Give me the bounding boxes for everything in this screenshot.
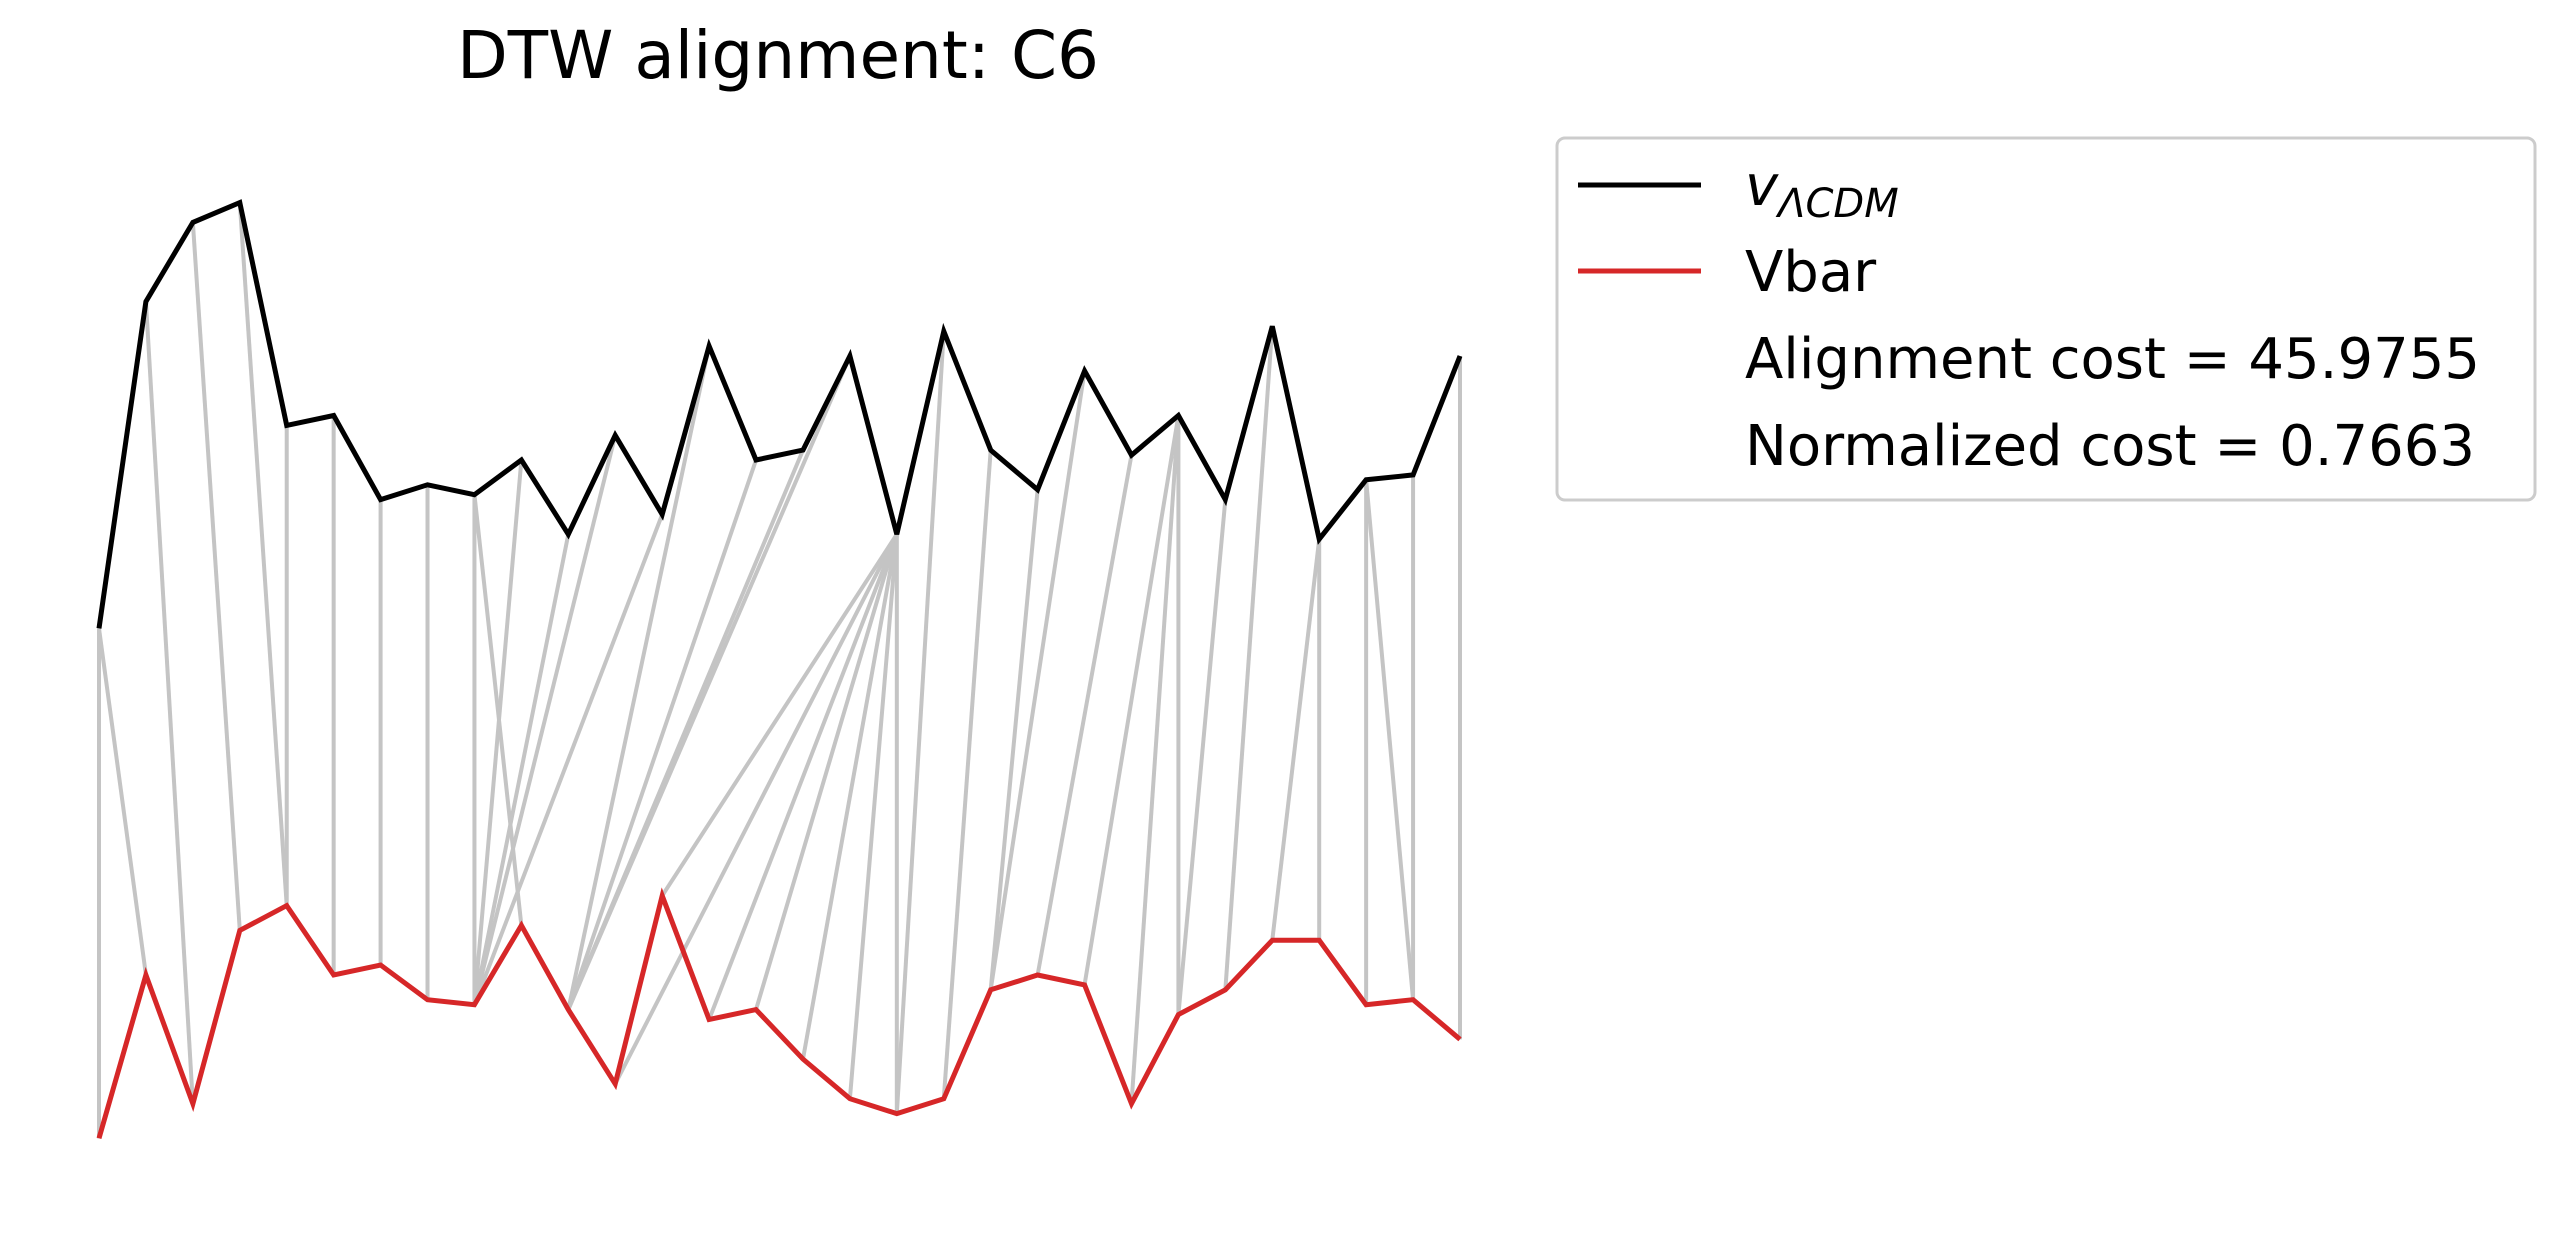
alignment-link (1176, 499, 1228, 1015)
alignment-link (660, 533, 899, 897)
legend-alignment-cost: Alignment cost = 45.9755 (1745, 327, 2480, 392)
legend: vΛCDM Vbar Alignment cost = 45.9755 Norm… (1555, 136, 2537, 502)
alignment-link (566, 345, 712, 1011)
alignment-link (566, 355, 852, 1011)
alignment-link (472, 434, 618, 1006)
series-line-v-lcdm (96, 199, 1463, 629)
alignment-link (988, 489, 1040, 990)
alignment-link (1270, 539, 1322, 941)
alignment-link (800, 533, 899, 1060)
alignment-link (1129, 415, 1181, 1104)
alignment-link (472, 533, 571, 1006)
alignment-link (472, 513, 665, 1006)
series-lines (96, 199, 1463, 1139)
legend-v-main: v (1745, 154, 1779, 219)
alignment-link (1364, 479, 1416, 1000)
series-line-vbar (96, 887, 1462, 1139)
alignment-link (97, 628, 148, 976)
alignment-link (190, 222, 242, 931)
alignment-link (847, 534, 899, 1099)
legend-normalized-cost: Normalized cost = 0.7663 (1745, 414, 2475, 479)
alignment-link (237, 202, 289, 906)
legend-entry-v-lcdm: vΛCDM (1745, 154, 1899, 227)
alignment-link (566, 459, 758, 1011)
alignment-link (754, 533, 899, 1011)
alignment-link (894, 331, 946, 1114)
chart-title: DTW alignment: C6 (457, 17, 1099, 94)
alignment-link (143, 301, 195, 1104)
alignment-link (988, 370, 1087, 991)
alignment-links (97, 202, 1462, 1139)
alignment-link (941, 449, 993, 1099)
legend-v-subscript: ΛCDM (1775, 181, 1899, 227)
alignment-link (472, 459, 524, 1005)
alignment-link (1035, 454, 1134, 976)
alignment-link (1223, 326, 1275, 990)
alignment-link (1082, 415, 1181, 986)
alignment-link (613, 533, 899, 1085)
alignment-link (707, 533, 899, 1021)
legend-entry-vbar: Vbar (1745, 240, 1877, 305)
legend-frame (1555, 136, 2537, 502)
